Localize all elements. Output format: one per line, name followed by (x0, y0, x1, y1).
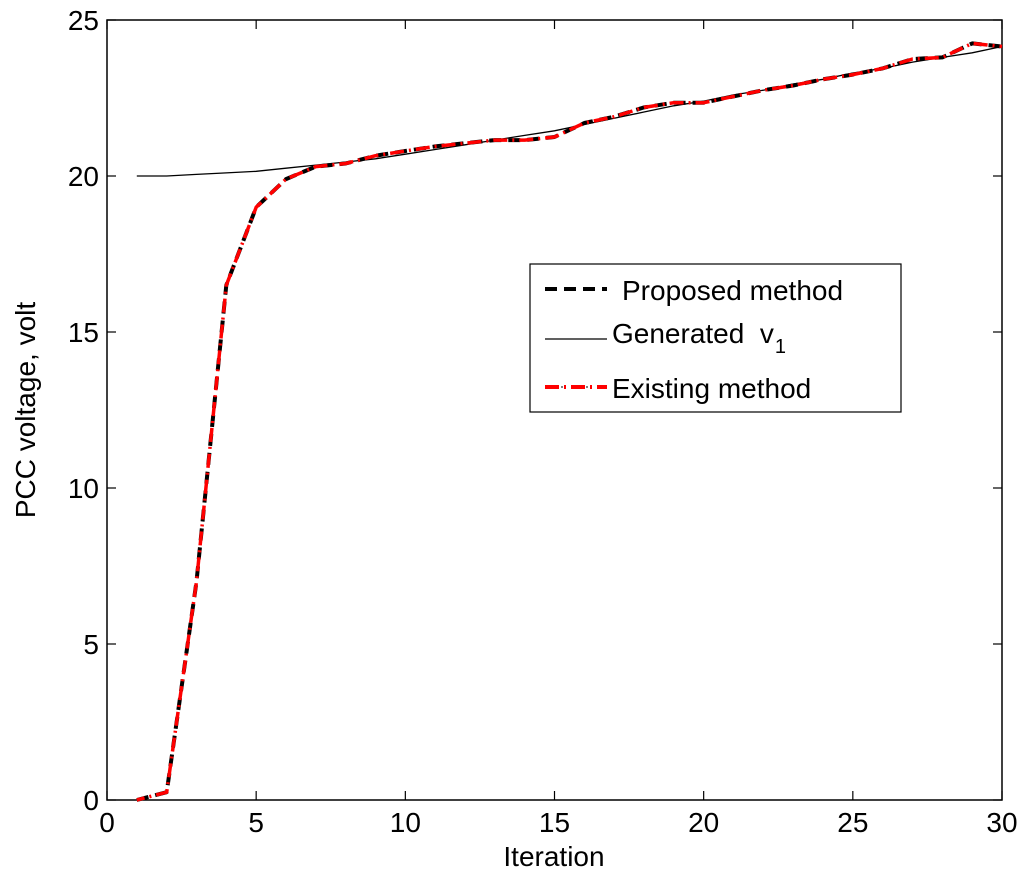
x-axis-label: Iteration (503, 841, 604, 872)
y-axis-label: PCC voltage, volt (10, 302, 41, 519)
x-tick-label: 20 (688, 807, 719, 838)
y-tick-label: 20 (68, 161, 99, 192)
y-tick-label: 25 (68, 5, 99, 36)
axis-ticks (106, 19, 1003, 801)
legend-label-generated-main: Generated v (612, 318, 774, 349)
x-tick-label: 5 (248, 807, 264, 838)
series-line-existing-method (136, 41, 1003, 802)
y-tick-label: 15 (68, 317, 99, 348)
legend-label-generated: Generated v1 (612, 318, 786, 358)
legend-label-generated-sub: 1 (775, 336, 786, 358)
x-tick-label: 25 (837, 807, 868, 838)
x-tick-label: 30 (986, 807, 1017, 838)
x-tick-label: 15 (539, 807, 570, 838)
tick-labels: 0 5 10 15 20 25 30 0 5 10 15 20 25 (68, 5, 1018, 838)
y-tick-label: 5 (83, 629, 99, 660)
y-tick-label: 0 (83, 785, 99, 816)
series-layer (136, 41, 1003, 802)
y-tick-label: 10 (68, 473, 99, 504)
x-tick-label: 10 (390, 807, 421, 838)
series-line-proposed-method (136, 41, 1003, 802)
legend-label-existing: Existing method (612, 373, 811, 404)
legend-label-proposed: Proposed method (622, 275, 843, 306)
x-tick-label: 0 (99, 807, 115, 838)
legend: Proposed method Generated v1 Existing me… (529, 263, 902, 413)
